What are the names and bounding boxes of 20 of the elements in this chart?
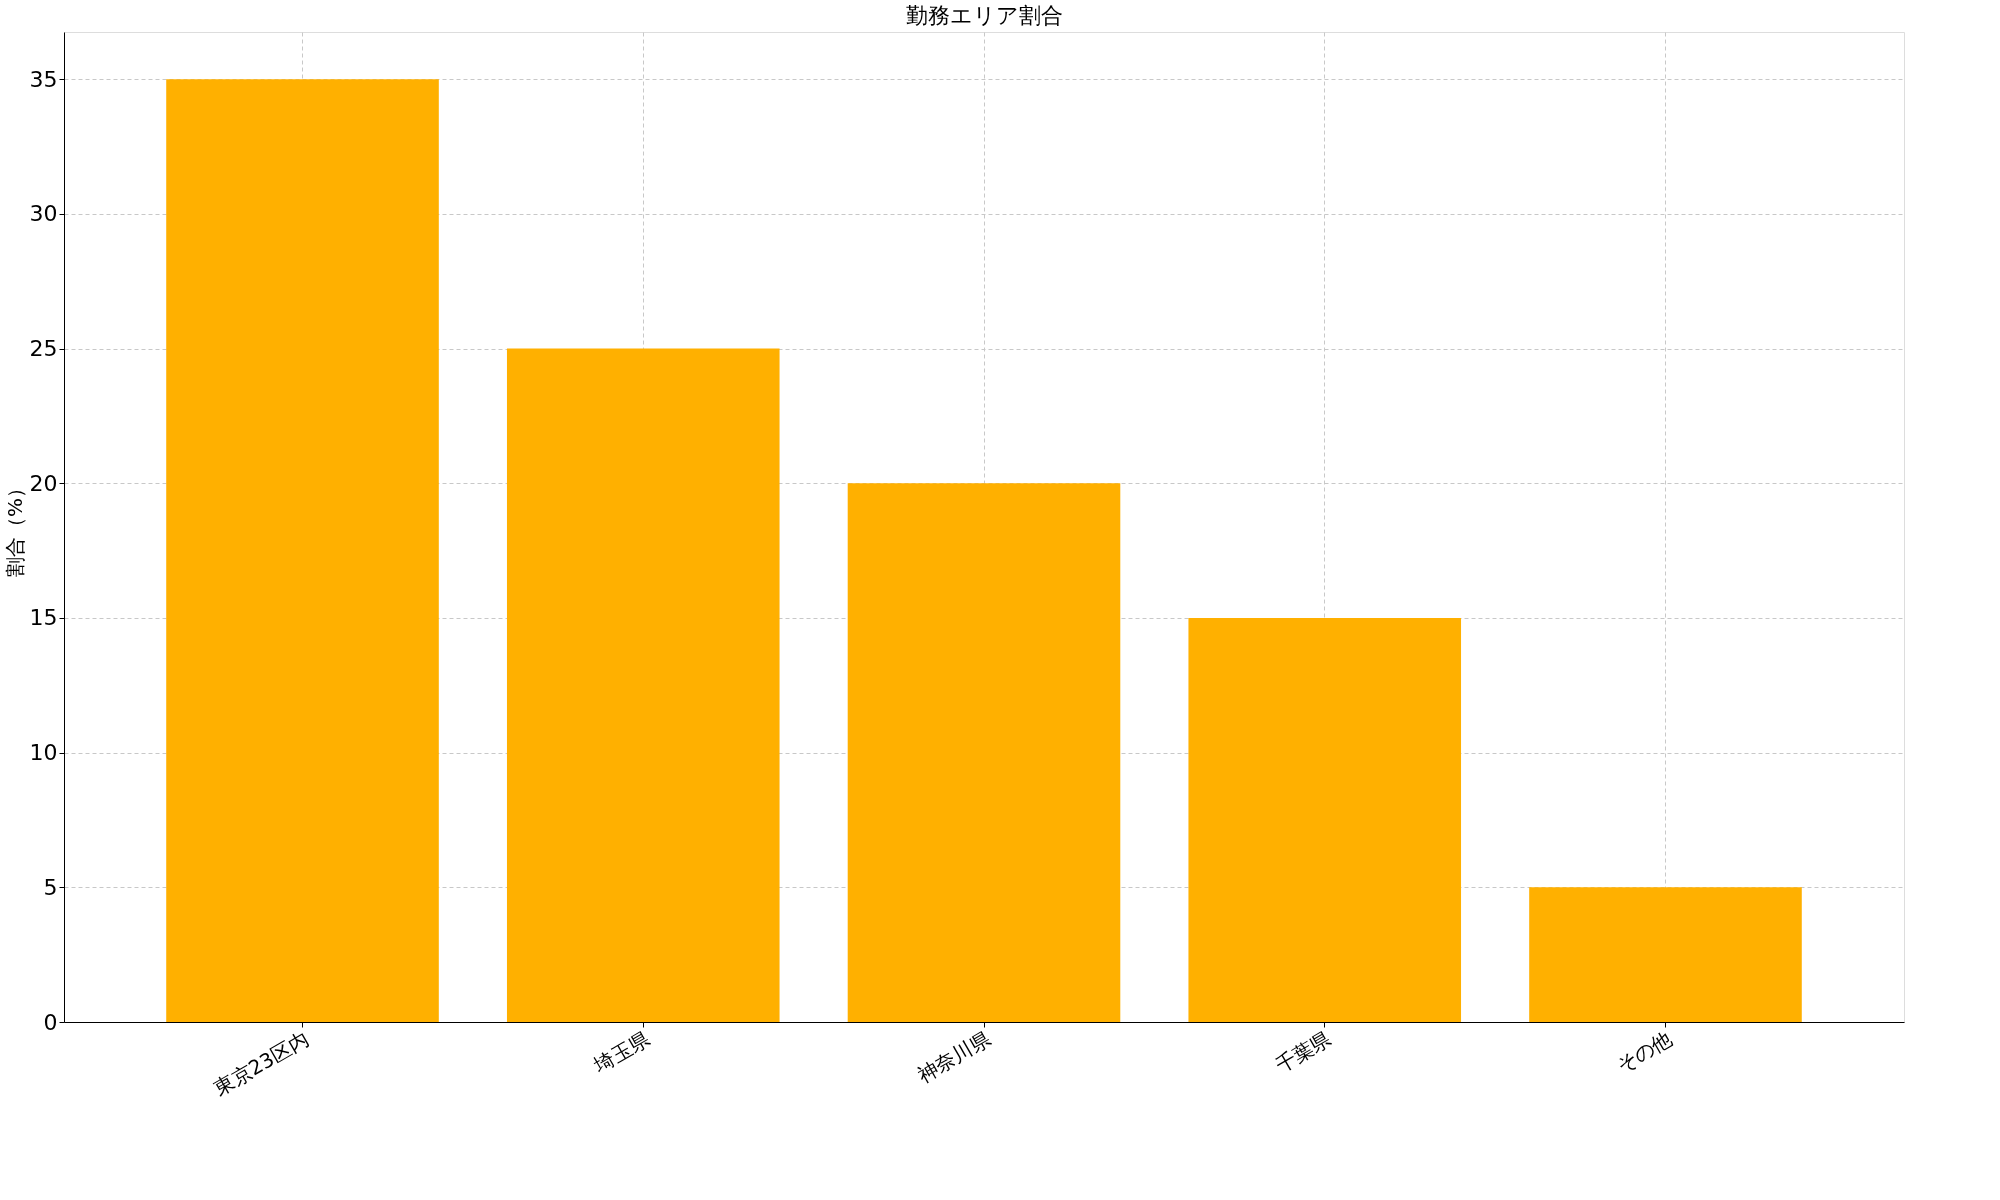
bar <box>166 79 439 1022</box>
y-tick-label: 30 <box>29 201 58 227</box>
y-tick-label: 10 <box>29 740 58 766</box>
bar <box>506 348 780 1022</box>
chart-title: 勤務エリア割合 <box>905 3 1063 28</box>
x-tick-label: その他 <box>1612 1026 1676 1078</box>
bar <box>1188 617 1462 1022</box>
y-tick-label: 25 <box>29 336 58 362</box>
y-tick-label: 35 <box>29 66 58 92</box>
y-tick-label: 20 <box>29 470 58 496</box>
x-tick-label: 千葉県 <box>1271 1026 1336 1078</box>
y-tick-label: 0 <box>43 1009 58 1035</box>
x-tick-label: 神奈川県 <box>913 1026 995 1088</box>
x-tick-label: 東京23区内 <box>209 1026 314 1101</box>
y-axis-title: 割合（%） <box>2 477 27 578</box>
y-tick-label: 15 <box>29 605 58 631</box>
bar <box>847 483 1121 1022</box>
bar <box>1529 887 1802 1022</box>
y-tick-label: 5 <box>43 874 58 900</box>
x-tick-label: 埼玉県 <box>588 1026 654 1079</box>
